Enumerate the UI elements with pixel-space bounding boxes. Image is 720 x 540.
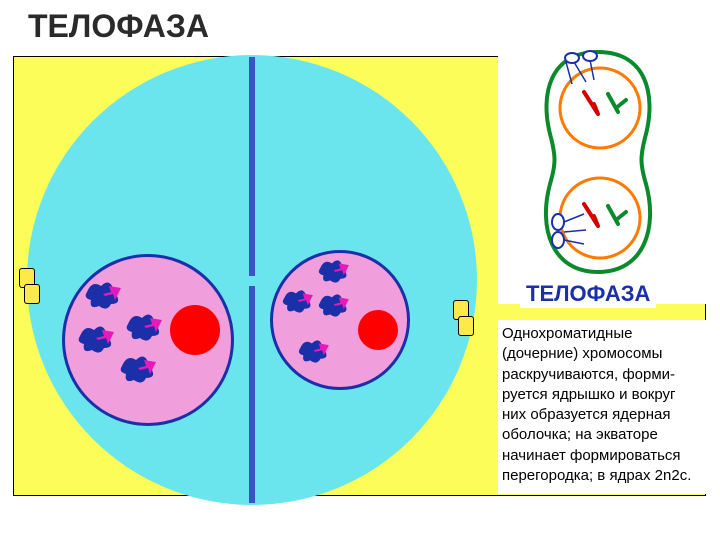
- chromatin-right: [270, 250, 410, 390]
- side-label: ТЕЛОФАЗА: [520, 280, 656, 308]
- chromatin-left: [62, 254, 234, 426]
- description-text: Однохроматидные (дочерние) хромосомы рас…: [498, 320, 710, 494]
- side-diagram: [498, 44, 708, 304]
- divider-notch: [247, 276, 257, 286]
- centriole-left: [16, 268, 46, 304]
- centriole-right: [450, 300, 480, 336]
- page-title: ТЕЛОФАЗА: [28, 8, 209, 45]
